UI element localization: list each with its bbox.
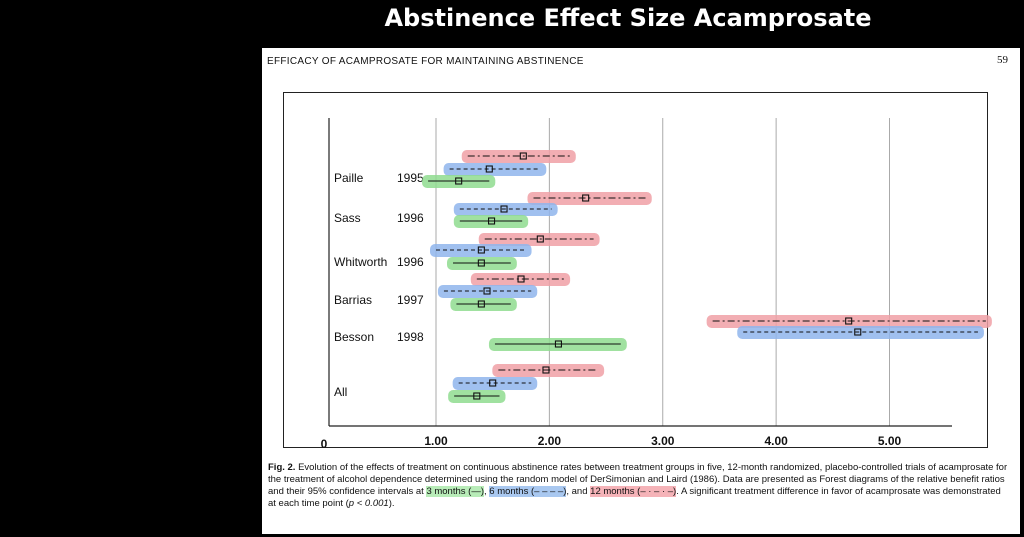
highlight-whitworth-12-month — [478, 233, 600, 246]
caption-p-value: p < 0.001 — [348, 498, 389, 509]
point-marker-barrias-3-month — [477, 300, 485, 308]
point-marker-whitworth-12-month — [536, 235, 544, 243]
point-marker-besson-6-month — [854, 328, 862, 336]
row-year-sass: 1996 — [397, 211, 424, 225]
page-header: EFFICACY OF ACAMPROSATE FOR MAINTAINING … — [267, 56, 584, 67]
row-year-whitworth: 1996 — [397, 255, 424, 269]
x-tick-label-4: 5.00 — [878, 434, 902, 448]
caption-twelve-months: 12 months (– · – · –) — [590, 486, 677, 497]
row-label-all: All — [334, 385, 347, 399]
figure-caption: Fig. 2. Evolution of the effects of trea… — [268, 462, 1010, 510]
point-marker-besson-3-month — [554, 340, 562, 348]
caption-six-months: 6 months (– – – –) — [489, 486, 567, 497]
forest-plot: 1.00 2.00 3.00 4.00 5.00 0 Paille 1995 Sass 1996 W… — [321, 118, 992, 451]
point-marker-barrias-6-month — [483, 287, 491, 295]
caption-sep-2: , and — [566, 486, 591, 497]
row-label-barrias: Barrias — [334, 293, 372, 307]
row-label-whitworth: Whitworth — [334, 255, 387, 269]
point-marker-barrias-12-month — [517, 275, 525, 283]
x-tick-label-3: 4.00 — [764, 434, 788, 448]
slide-title: Abstinence Effect Size Acamprosate — [384, 4, 872, 32]
point-marker-all-3-month — [473, 392, 481, 400]
point-marker-all-12-month — [542, 366, 550, 374]
legend-green-3-month: Green – 3 month — [14, 157, 237, 185]
x-origin-label: 0 — [321, 437, 328, 451]
plot-frame — [283, 92, 988, 448]
caption-sep-1: , — [483, 486, 490, 497]
point-marker-paille-6-month — [485, 165, 493, 173]
point-marker-paille-12-month — [519, 152, 527, 160]
x-tick-label-0: 1.00 — [424, 434, 448, 448]
paper-page: EFFICACY OF ACAMPROSATE FOR MAINTAINING … — [262, 48, 1020, 534]
point-marker-whitworth-6-month — [477, 246, 485, 254]
row-year-barrias: 1997 — [397, 293, 424, 307]
point-marker-sass-12-month — [582, 194, 590, 202]
caption-fig-label: Fig. 2. — [268, 462, 296, 473]
row-label-besson: Besson — [334, 330, 374, 344]
caption-text-3: ). — [388, 498, 395, 509]
caption-text-1: Evolution of the effects of treatment on… — [268, 462, 1008, 497]
row-year-paille: 1995 — [397, 171, 424, 185]
highlight-barrias-12-month — [470, 273, 571, 286]
point-marker-sass-6-month — [500, 205, 508, 213]
row-label-sass: Sass — [334, 211, 361, 225]
point-marker-paille-3-month — [455, 177, 463, 185]
legend-red-12-month: Red – 12 month — [14, 305, 224, 333]
row-year-besson: 1998 — [397, 330, 424, 344]
row-label-paille: Paille — [334, 171, 364, 185]
page-number: 59 — [997, 54, 1008, 66]
caption-three-months: 3 months (—) — [426, 486, 484, 497]
point-marker-whitworth-3m-3-month — [477, 259, 485, 267]
x-tick-label-1: 2.00 — [538, 434, 562, 448]
point-marker-all-6-month — [489, 379, 497, 387]
point-marker-sass-3-month — [488, 217, 496, 225]
legend-blue-6-month: Blue – 6 month — [14, 231, 215, 259]
point-marker-besson-12-month — [845, 317, 853, 325]
caption-text-2: . A significant treatment difference in … — [268, 486, 1001, 509]
x-tick-label-2: 3.00 — [651, 434, 675, 448]
